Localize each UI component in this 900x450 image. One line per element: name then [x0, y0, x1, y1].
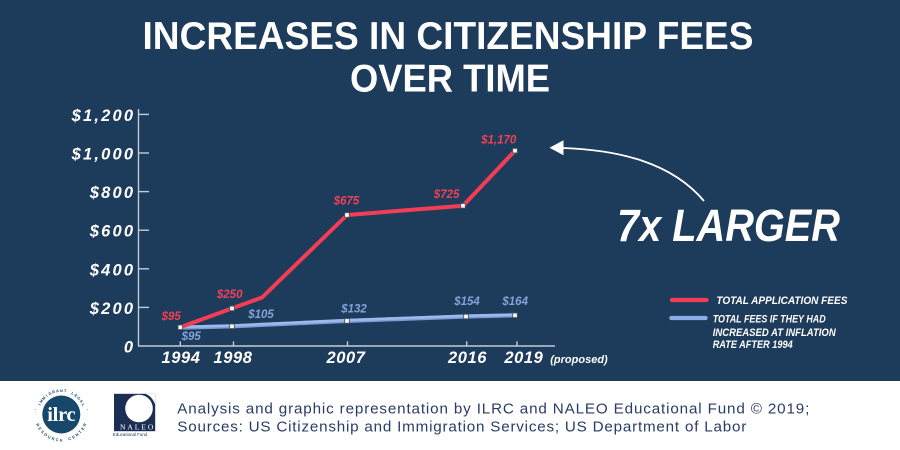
svg-text:$95: $95 — [161, 311, 182, 323]
svg-text:$800: $800 — [89, 184, 136, 202]
svg-text:·: · — [34, 408, 39, 411]
svg-text:ilrc: ilrc — [47, 404, 75, 426]
svg-text:O: O — [43, 432, 48, 438]
svg-text:I: I — [37, 403, 42, 406]
svg-text:Analysis and graphic represent: Analysis and graphic representation by I… — [177, 401, 809, 418]
svg-text:$1,200: $1,200 — [71, 107, 136, 125]
svg-text:T: T — [64, 388, 68, 393]
svg-text:M: M — [38, 398, 44, 404]
svg-text:$200: $200 — [89, 300, 136, 318]
svg-text:R: R — [35, 423, 41, 428]
svg-text:Sources: US Citizenship and Im: Sources: US Citizenship and Immigration … — [177, 419, 746, 436]
svg-text:$164: $164 — [501, 296, 528, 308]
svg-text:INCREASED AT INFLATION: INCREASED AT INFLATION — [713, 327, 836, 339]
svg-text:C: C — [67, 436, 71, 442]
svg-text:1994: 1994 — [161, 349, 200, 367]
svg-text:$600: $600 — [89, 223, 136, 241]
svg-text:E: E — [37, 426, 43, 431]
svg-text:G: G — [47, 390, 52, 396]
svg-text:OVER TIME: OVER TIME — [350, 58, 550, 101]
svg-text:N: N — [74, 432, 79, 438]
svg-text:L: L — [81, 403, 87, 408]
svg-text:RATE AFTER 1994: RATE AFTER 1994 — [713, 339, 793, 351]
svg-text:E: E — [60, 438, 63, 443]
svg-text:C: C — [55, 437, 59, 442]
svg-text:E: E — [71, 434, 76, 440]
svg-text:M: M — [41, 395, 47, 401]
svg-text:·: · — [84, 408, 89, 411]
svg-text:G: G — [76, 395, 82, 401]
svg-text:NALEO: NALEO — [120, 423, 155, 432]
svg-text:7x LARGER: 7x LARGER — [617, 200, 840, 251]
svg-text:U: U — [47, 434, 52, 440]
svg-text:$154: $154 — [453, 296, 480, 308]
svg-text:T: T — [77, 429, 83, 435]
svg-text:R: R — [51, 436, 55, 442]
svg-text:$132: $132 — [340, 303, 367, 315]
svg-text:$725: $725 — [433, 189, 460, 201]
svg-text:N: N — [60, 388, 63, 393]
svg-text:1998: 1998 — [213, 349, 252, 367]
svg-text:$250: $250 — [216, 289, 243, 301]
svg-text:A: A — [79, 399, 85, 404]
svg-text:Educational Fund: Educational Fund — [113, 432, 148, 437]
svg-text:TOTAL APPLICATION FEES: TOTAL APPLICATION FEES — [716, 295, 848, 307]
svg-text:E: E — [80, 426, 86, 431]
svg-text:$1,170: $1,170 — [480, 134, 517, 146]
svg-text:2007: 2007 — [325, 349, 365, 367]
svg-text:R: R — [51, 389, 55, 395]
svg-text:INCREASES IN CITIZENSHIP FEES: INCREASES IN CITIZENSHIP FEES — [143, 15, 754, 58]
svg-text:$1,000: $1,000 — [71, 146, 136, 164]
svg-text:$105: $105 — [247, 309, 274, 321]
svg-text:R: R — [82, 422, 88, 427]
svg-text:0: 0 — [124, 339, 135, 357]
svg-text:2019: 2019 — [503, 349, 543, 367]
svg-text:TOTAL FEES IF THEY HAD: TOTAL FEES IF THEY HAD — [713, 314, 826, 326]
svg-text:L: L — [70, 391, 75, 397]
svg-text:A: A — [56, 388, 60, 393]
svg-text:E: E — [73, 393, 78, 399]
svg-text:S: S — [40, 429, 46, 435]
svg-text:(proposed): (proposed) — [550, 354, 608, 366]
svg-text:$675: $675 — [333, 195, 360, 207]
svg-text:$400: $400 — [89, 261, 136, 279]
svg-text:2016: 2016 — [447, 349, 487, 367]
svg-text:$95: $95 — [181, 331, 202, 343]
svg-text:I: I — [45, 393, 49, 398]
